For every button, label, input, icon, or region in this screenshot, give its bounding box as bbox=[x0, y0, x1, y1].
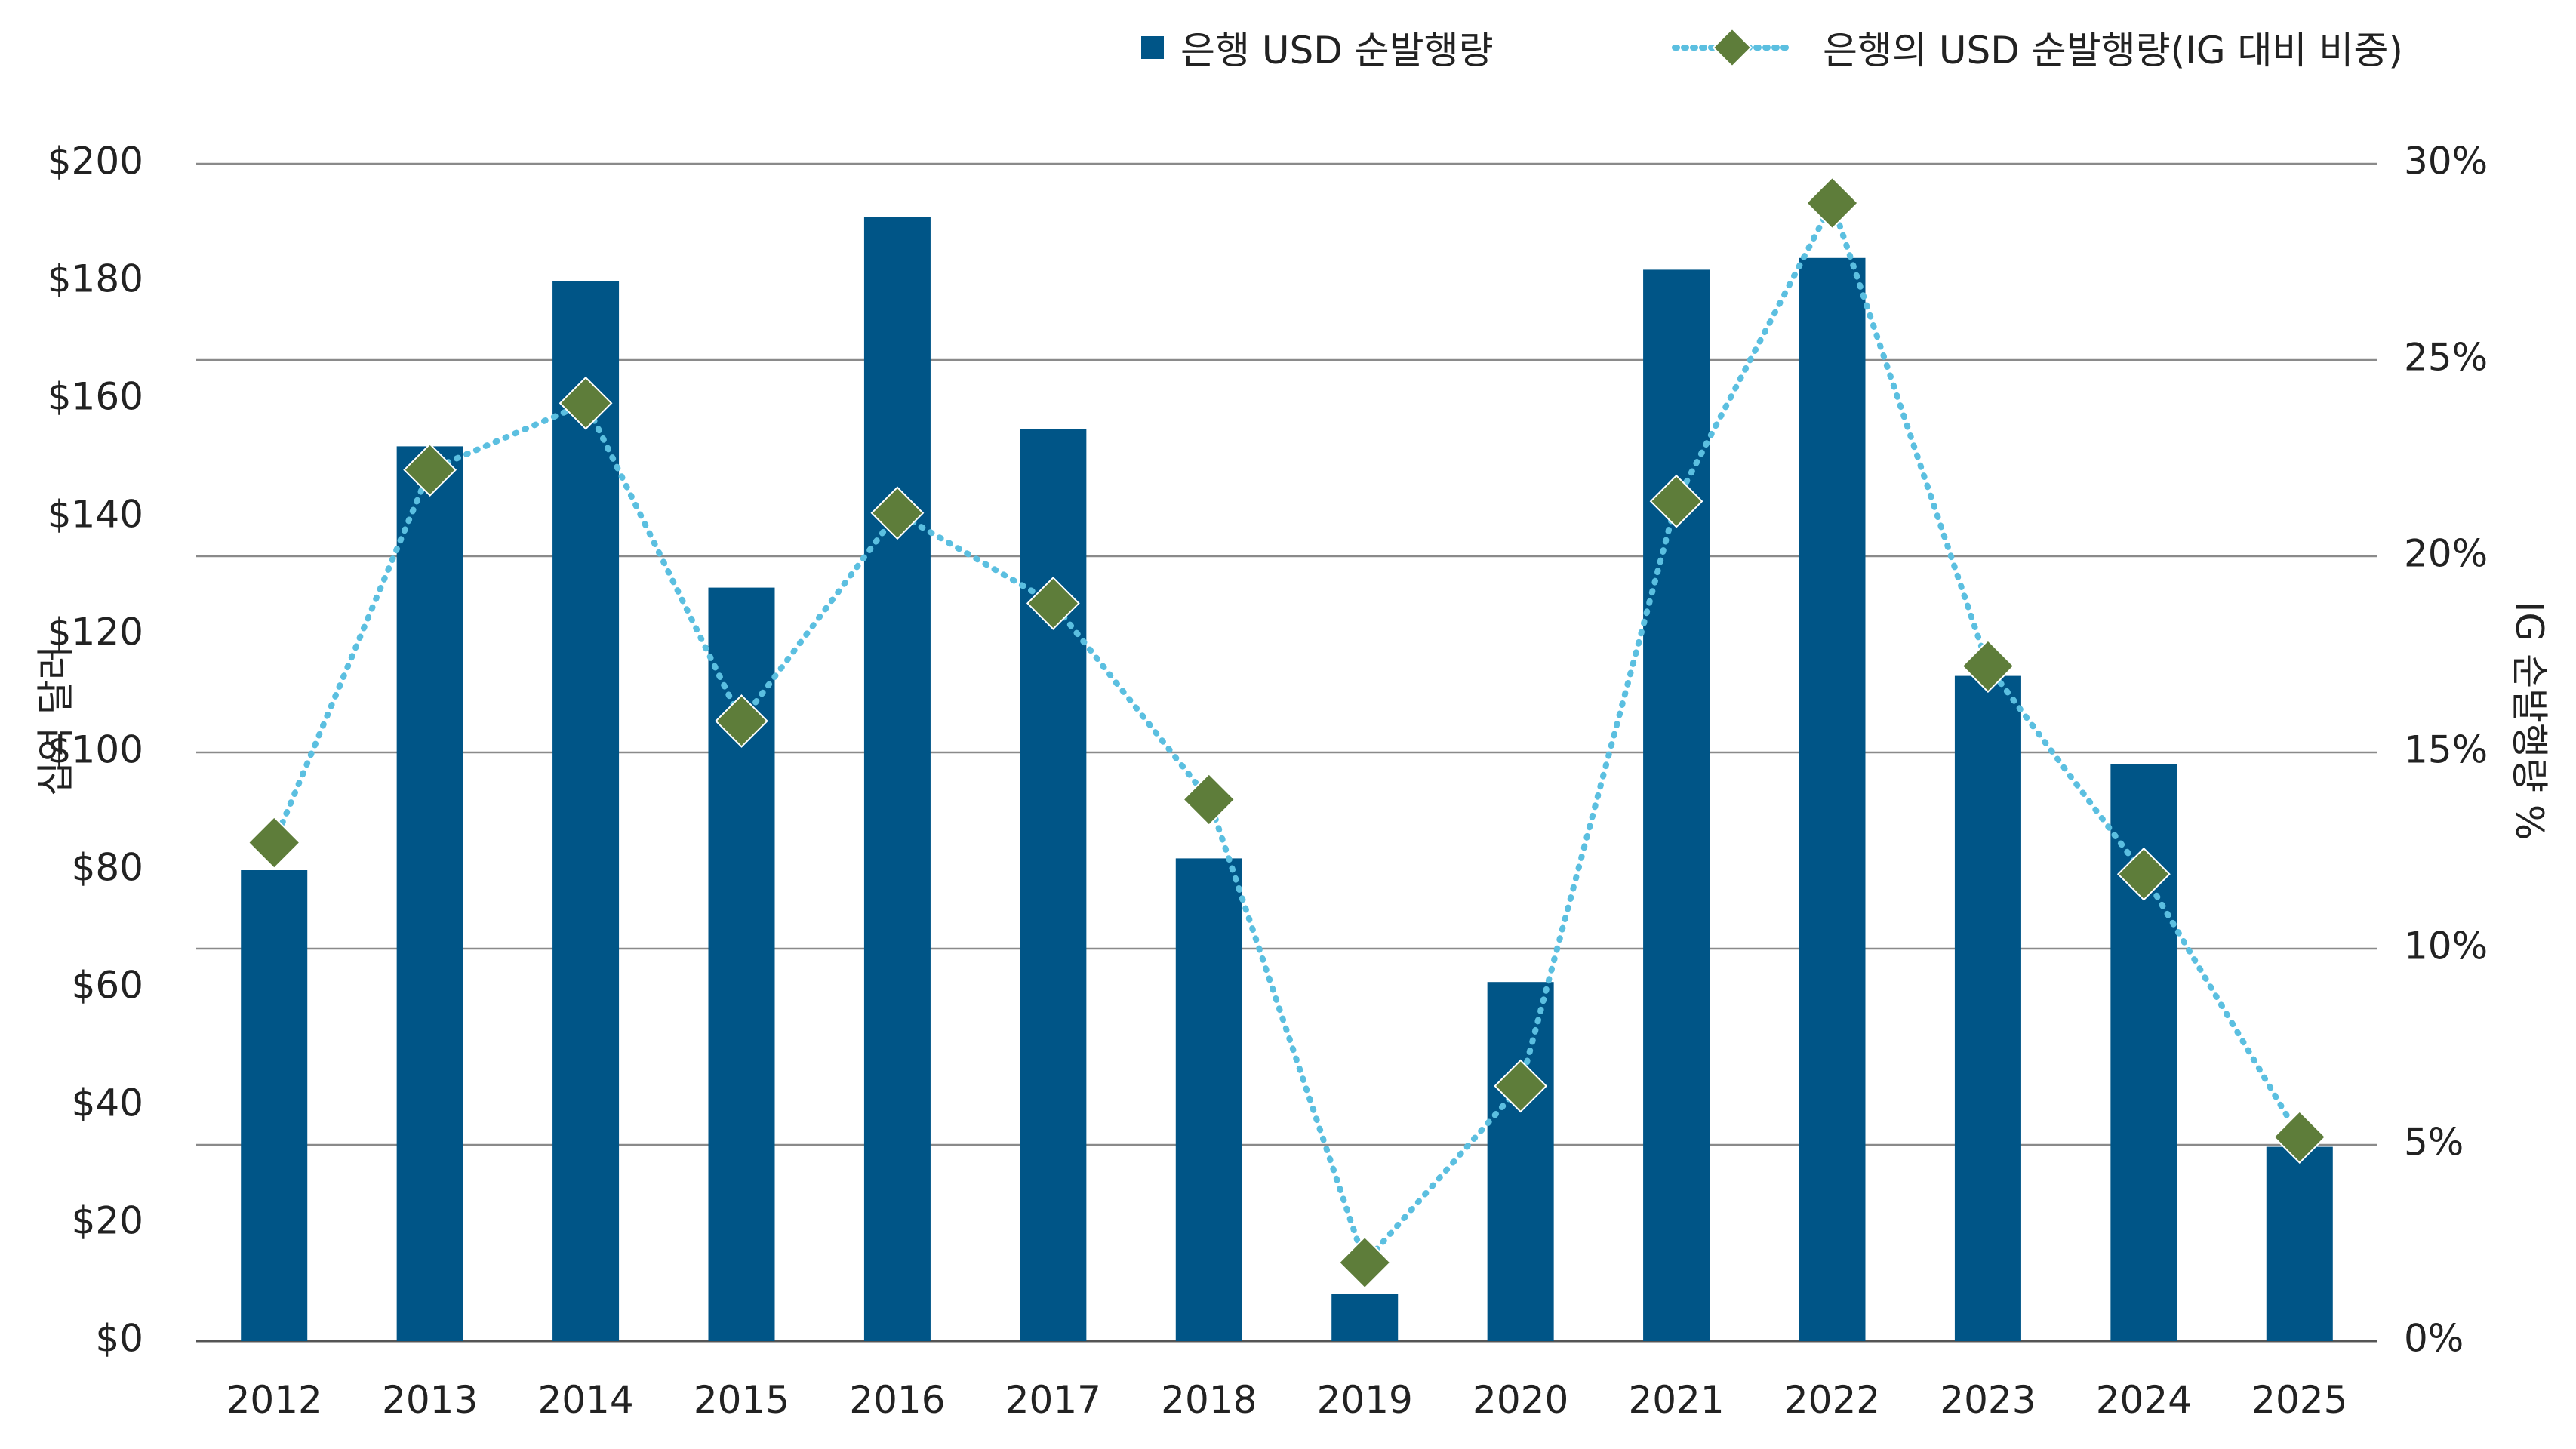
x-tick-label: 2022 bbox=[1784, 1378, 1880, 1422]
line-marker bbox=[403, 443, 457, 497]
y-left-axis-title: 십억 달러 bbox=[34, 645, 78, 796]
x-tick-label: 2012 bbox=[226, 1378, 322, 1422]
x-tick-label: 2020 bbox=[1473, 1378, 1568, 1422]
line-marker bbox=[2116, 847, 2171, 901]
y-right-tick-label: 30% bbox=[2404, 140, 2488, 183]
legend-item-line: 은행의 USD 순발행량(IG 대비 비중) bbox=[1672, 21, 2403, 74]
y-right-tick-label: 20% bbox=[2404, 532, 2488, 576]
bar bbox=[1799, 257, 1866, 1341]
legend-line-swatch bbox=[1672, 27, 1793, 68]
line-marker bbox=[1649, 474, 1703, 528]
line-marker bbox=[2273, 1110, 2327, 1164]
y-left-tick-label: $120 bbox=[48, 611, 143, 654]
line-marker bbox=[247, 816, 301, 870]
y-right-axis-title: IG 순발행량 % bbox=[2507, 601, 2551, 841]
bar bbox=[1020, 429, 1087, 1341]
legend-item-bar: 은행 USD 순발행량 bbox=[1141, 21, 1494, 74]
y-right-tick-labels: 0% 5% 10% 15% 20% 25% 30% bbox=[2404, 140, 2488, 1361]
y-right-tick-label: 0% bbox=[2404, 1317, 2464, 1361]
y-left-tick-label: $0 bbox=[95, 1317, 143, 1361]
bar bbox=[1331, 1294, 1399, 1341]
bar bbox=[1643, 269, 1710, 1341]
line-marker bbox=[1494, 1059, 1548, 1113]
bar bbox=[1487, 982, 1554, 1341]
x-tick-label: 2018 bbox=[1161, 1378, 1257, 1422]
bar bbox=[396, 446, 463, 1341]
line-marker bbox=[1026, 576, 1080, 630]
line-marker bbox=[870, 486, 925, 540]
bar-series bbox=[241, 217, 2333, 1342]
y-left-tick-label: $100 bbox=[48, 728, 143, 772]
line-series bbox=[271, 200, 2303, 1266]
line-marker bbox=[559, 376, 613, 430]
line-marker bbox=[715, 694, 768, 748]
legend-line-label: 은행의 USD 순발행량(IG 대비 비중) bbox=[1823, 29, 2403, 72]
x-tick-label: 2013 bbox=[382, 1378, 478, 1422]
bar bbox=[241, 870, 308, 1341]
y-left-tick-label: $20 bbox=[72, 1199, 143, 1243]
y-left-tick-label: $140 bbox=[48, 493, 143, 537]
legend-bar-label: 은행 USD 순발행량 bbox=[1180, 29, 1494, 72]
x-tick-label: 2023 bbox=[1940, 1378, 2036, 1422]
y-right-tick-label: 10% bbox=[2404, 924, 2488, 968]
y-left-tick-labels: $0 $20 $40 $60 $80 $100 $120 $140 $160 $180 $200 bbox=[48, 140, 143, 1361]
series-line bbox=[271, 200, 2303, 1266]
x-tick-label: 2014 bbox=[537, 1378, 633, 1422]
bar bbox=[552, 281, 620, 1341]
x-tick-label: 2019 bbox=[1317, 1378, 1413, 1422]
y-left-tick-label: $200 bbox=[48, 140, 143, 183]
y-left-tick-label: $80 bbox=[72, 846, 143, 890]
line-marker bbox=[1961, 639, 2015, 694]
legend-bar-swatch bbox=[1141, 36, 1164, 59]
y-left-tick-label: $160 bbox=[48, 375, 143, 419]
x-tick-labels: 2012 2013 2014 2015 2016 2017 2018 2019 2020 2021… bbox=[226, 1378, 2348, 1422]
y-right-tick-label: 5% bbox=[2404, 1121, 2464, 1164]
y-right-tick-label: 15% bbox=[2404, 728, 2488, 772]
x-tick-label: 2016 bbox=[849, 1378, 945, 1422]
x-tick-label: 2021 bbox=[1628, 1378, 1724, 1422]
bar bbox=[2266, 1146, 2333, 1341]
x-tick-label: 2017 bbox=[1005, 1378, 1101, 1422]
y-left-tick-label: $180 bbox=[48, 257, 143, 301]
x-tick-label: 2025 bbox=[2251, 1378, 2347, 1422]
line-marker bbox=[1337, 1235, 1392, 1290]
y-left-tick-label: $40 bbox=[72, 1081, 143, 1125]
x-tick-label: 2015 bbox=[694, 1378, 789, 1422]
bar bbox=[1175, 858, 1242, 1341]
line-markers bbox=[247, 176, 2327, 1290]
bar bbox=[1954, 675, 2021, 1341]
line-marker bbox=[1182, 772, 1236, 826]
y-left-tick-label: $60 bbox=[72, 964, 143, 1008]
y-right-tick-label: 25% bbox=[2404, 336, 2488, 380]
line-marker bbox=[1805, 176, 1859, 230]
x-tick-label: 2024 bbox=[2096, 1378, 2192, 1422]
bar bbox=[863, 217, 931, 1342]
